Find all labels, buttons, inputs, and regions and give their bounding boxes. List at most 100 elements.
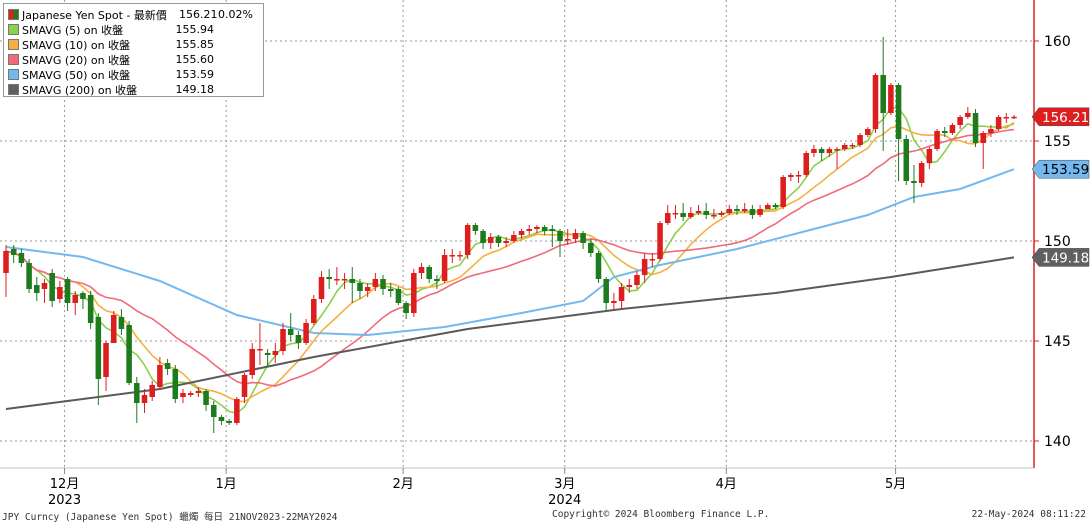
- legend-title-change: 0.02%: [218, 8, 253, 21]
- legend-title: Japanese Yen Spot - 最新價: [22, 8, 167, 22]
- axis-value-tag-label: 153.59: [1042, 162, 1089, 178]
- x-tick-year-label: 2024: [548, 493, 581, 508]
- candle-body-up: [980, 133, 986, 143]
- candle-body-up: [641, 259, 648, 275]
- candle-body-up: [249, 349, 255, 375]
- candle-body-up: [157, 365, 163, 387]
- candle-body-down: [403, 303, 409, 313]
- candle-body-up: [418, 267, 425, 273]
- x-tick-label: 5月: [885, 477, 906, 492]
- candle-body-down: [134, 383, 140, 403]
- legend-item: SMAVG (10) on 收盤 155.85: [8, 37, 263, 52]
- candle-body-down: [480, 231, 486, 243]
- candle-body-up: [803, 153, 810, 175]
- candle-body-down: [895, 85, 902, 139]
- candle-body-up: [995, 117, 1002, 129]
- legend-swatch-icon: [8, 84, 19, 95]
- footer-center: Copyright© 2024 Bloomberg Finance L.P.: [552, 509, 770, 520]
- candle-body-down: [380, 279, 386, 289]
- axis-value-tag: [1031, 248, 1090, 267]
- candle-body-up: [649, 259, 656, 261]
- candle-body-up: [341, 279, 348, 281]
- candle-body-up: [257, 349, 263, 351]
- candle-body-down: [818, 149, 825, 153]
- candle-body-down: [87, 295, 94, 323]
- candle-body-up: [841, 145, 848, 149]
- candle-body-down: [118, 317, 125, 329]
- y-axis-value-tags: 156.21 153.59 149.18: [1031, 107, 1090, 267]
- candle-body-up: [511, 235, 517, 241]
- y-tick-label: 160: [1044, 34, 1071, 50]
- legend-swatch-icon: [8, 54, 19, 65]
- x-tick-label: 2月: [392, 477, 413, 492]
- candle-body-up: [695, 211, 702, 213]
- candle-body-down: [734, 209, 740, 211]
- x-tick-label: 3月: [554, 477, 575, 492]
- candle-body-up: [634, 275, 640, 285]
- candle-body-down: [226, 421, 232, 423]
- footer-left: JPY Curncy (Japanese Yen Spot) 蠟燭 每日 21N…: [2, 512, 338, 523]
- candle-body-down: [287, 329, 294, 335]
- y-tick-label: 140: [1044, 434, 1071, 450]
- legend-item: SMAVG (200) on 收盤 149.18: [8, 82, 263, 97]
- candle-body-up: [926, 149, 933, 163]
- candle-body-down: [164, 363, 171, 369]
- legend-item-value: 149.18: [175, 83, 215, 96]
- legend-swatch-icon: [8, 24, 19, 35]
- candle-body-up: [41, 283, 48, 289]
- candle-body-up: [372, 279, 379, 287]
- candle-body-up: [187, 393, 194, 395]
- candle-body-down: [541, 227, 548, 231]
- legend-item-label: SMAVG (50) on 收盤: [22, 68, 131, 82]
- candle-body-down: [210, 405, 217, 417]
- candle-body-down: [203, 391, 209, 405]
- candle-body-up: [834, 149, 840, 151]
- candle-body-up: [564, 239, 571, 241]
- y-tick-label: 155: [1044, 134, 1071, 150]
- legend-item-value: 155.85: [175, 38, 215, 51]
- candle-body-up: [311, 299, 317, 323]
- candle-body-down: [218, 417, 225, 421]
- candle-body-up: [234, 399, 240, 423]
- candle-body-down: [911, 181, 917, 183]
- candle-body-up: [988, 129, 994, 133]
- moving-average-line: [5, 256, 1015, 410]
- candle-body-up: [464, 225, 471, 255]
- candle-body-up: [72, 295, 79, 303]
- candle-body-down: [580, 233, 586, 243]
- candle-body-down: [588, 243, 594, 253]
- candle-body-down: [64, 279, 71, 303]
- candle-body-down: [326, 277, 332, 279]
- candle-body-down: [26, 263, 32, 289]
- axis-value-tag-label: 156.21: [1042, 110, 1089, 126]
- candle-body-up: [934, 131, 940, 149]
- candle-body-up: [611, 301, 617, 303]
- legend-swatch-icon: [8, 69, 19, 80]
- candle-body-down: [357, 283, 363, 291]
- candle-body-down: [880, 75, 886, 113]
- candle-body-up: [857, 135, 863, 145]
- axis-value-tag-label: 149.18: [1042, 250, 1089, 266]
- legend: Japanese Yen Spot - 最新價 156.21 0.02% SMA…: [3, 3, 264, 97]
- legend-item-label: SMAVG (200) on 收盤: [22, 83, 138, 97]
- candle-body-down: [749, 209, 756, 215]
- legend-item-value: 155.94: [175, 23, 215, 36]
- y-axis-ticks: 140 145 150 155 160: [1034, 34, 1071, 450]
- legend-item-value: 155.60: [175, 53, 215, 66]
- candle-body-down: [972, 113, 979, 143]
- legend-item-label: SMAVG (20) on 收盤: [22, 53, 131, 67]
- candle-body-up: [811, 149, 817, 153]
- candle-body-up: [618, 287, 625, 301]
- candle-body-up: [534, 227, 540, 229]
- candle-body-up: [441, 255, 448, 281]
- axis-value-tag: [1031, 159, 1090, 179]
- candle-body-down: [434, 279, 440, 281]
- candle-body-up: [711, 215, 717, 217]
- candle-body-down: [703, 211, 709, 215]
- candle-body-up: [411, 273, 417, 313]
- candle-body-down: [80, 293, 86, 299]
- x-tick-year-label: 2023: [48, 493, 81, 508]
- candle-body-up: [457, 255, 463, 257]
- x-tick-label: 4月: [716, 477, 737, 492]
- candle-body-up: [657, 223, 663, 259]
